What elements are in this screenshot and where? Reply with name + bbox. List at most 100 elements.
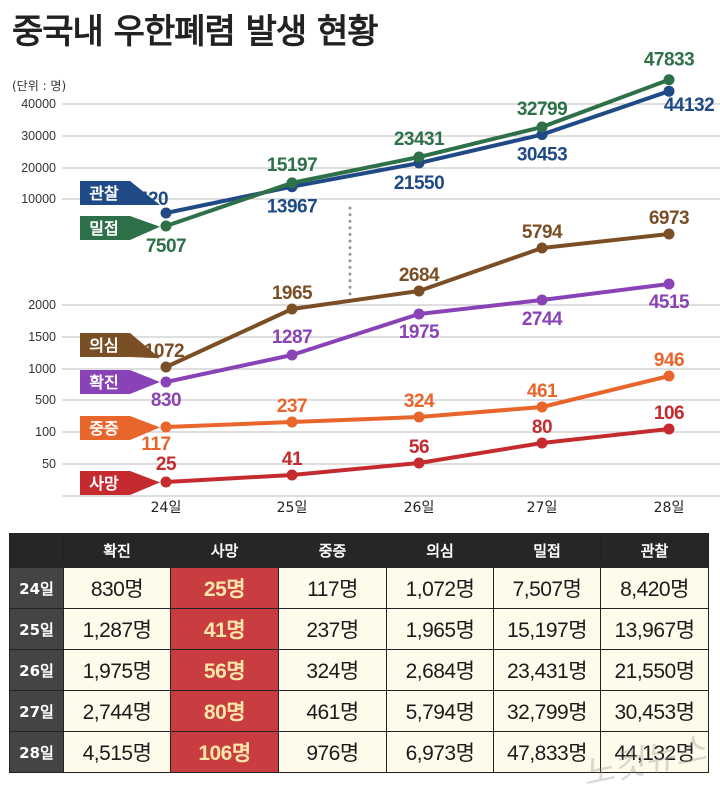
series-tag-관찰 [80,181,160,205]
data-point [286,303,298,315]
data-label: 830 [151,390,181,411]
table-row: 25일 1,287명 41명 237명 1,965명 15,197명 13,967명 [9,608,709,650]
table-cell: 44,132명 [600,731,709,773]
series-tag-label: 사망 [89,474,119,493]
series-tag-의심 [80,333,160,359]
data-label: 5794 [522,222,563,243]
data-label: 1965 [272,283,313,304]
table-header-deaths: 사망 [170,533,279,568]
data-label: 41 [282,449,303,470]
data-point [160,207,172,219]
y-tick-label: 50 [42,457,56,471]
data-label: 21550 [394,173,444,194]
series-tag-label: 밀접 [89,219,118,238]
row-day-label: 27일 [9,690,64,732]
data-point [413,411,425,423]
page-title: 중국내 우한폐렴 발생 현황 [12,12,379,52]
table-row: 28일 4,515명 106명 976명 6,973명 47,833명 44,132명 [9,731,709,773]
table-cell: 23,431명 [493,649,601,691]
table-cell: 324명 [278,649,387,691]
table-header-close-contact: 밀접 [493,533,601,568]
data-label: 15197 [267,155,317,176]
series-tag-label: 확진 [89,373,118,392]
data-point [536,121,548,133]
y-tick-label: 2000 [28,298,56,312]
table-cell: 461명 [278,690,387,732]
table-header-row: 확진 사망 중증 의심 밀접 관찰 [9,533,709,568]
table-cell: 1,287명 [63,608,171,650]
data-label: 13967 [267,197,317,218]
data-label: 1072 [144,341,184,362]
x-tick-label: 27일 [527,500,558,516]
table-cell: 13,967명 [600,608,709,650]
series-line-의심 [165,232,670,369]
y-tick-label: 40000 [21,97,56,111]
data-label: 44132 [664,95,714,116]
y-tick-label: 100 [35,425,56,439]
table-cell: 41명 [170,608,279,650]
data-label: 47833 [644,50,694,71]
data-point [160,476,172,488]
x-tick-label: 25일 [277,500,308,516]
data-point [536,242,548,254]
table-cell: 976명 [278,731,387,773]
data-label: 8420 [128,189,168,210]
table-cell: 56명 [170,649,279,691]
series-tag-label: 의심 [89,336,118,355]
row-day-label: 26일 [9,649,64,691]
table-cell: 117명 [278,567,387,609]
series-tag-사망 [80,471,160,495]
x-tick-label: 28일 [654,500,685,516]
table-header-observation: 관찰 [600,533,709,568]
table-cell: 4,515명 [63,731,171,773]
data-label: 106 [654,403,684,424]
data-label: 1975 [399,322,440,343]
data-label: 2684 [399,265,440,286]
table-cell: 1,072명 [386,567,494,609]
data-label: 946 [654,350,684,371]
series-tag-label: 관찰 [89,184,119,203]
data-point [536,437,548,449]
data-label: 23431 [394,129,445,150]
data-label: 25 [156,454,177,475]
data-label: 324 [404,391,435,412]
series-tag-중증 [80,416,160,440]
data-point [413,308,425,320]
table-cell: 830명 [63,567,171,609]
data-point [663,74,675,86]
table-cell: 32,799명 [493,690,601,732]
row-day-label: 24일 [9,567,64,609]
row-day-label: 28일 [9,731,64,773]
y-tick-label: 20000 [21,161,56,175]
table-cell: 6,973명 [386,731,494,773]
table-header-confirmed: 확진 [63,533,171,568]
data-label: 4515 [649,292,690,313]
table-header-corner [9,533,64,568]
x-tick-label: 24일 [151,500,182,516]
y-tick-label: 1500 [28,330,56,344]
data-label: 56 [409,437,429,458]
data-point [663,423,675,435]
data-label: 2744 [522,309,563,330]
data-point [536,294,548,306]
data-point [160,361,172,373]
series-tag-밀접 [80,216,160,240]
series-tag-확진 [80,370,160,394]
data-point [663,370,675,382]
table-cell: 1,965명 [386,608,494,650]
data-point [413,151,425,163]
data-point [413,285,425,297]
table-header-severe: 중증 [278,533,387,568]
data-point [536,401,548,413]
table-header-suspected: 의심 [386,533,494,568]
y-tick-label: 500 [35,393,56,407]
x-tick-label: 26일 [404,500,435,516]
data-point [286,416,298,428]
data-label: 30453 [517,145,567,166]
unit-label: (단위 : 명) [12,79,66,93]
data-label: 80 [532,417,552,438]
y-tick-label: 1000 [28,362,56,376]
table-cell: 21,550명 [600,649,709,691]
table-cell: 30,453명 [600,690,709,732]
table-row: 27일 2,744명 80명 461명 5,794명 32,799명 30,453명 [9,690,709,732]
